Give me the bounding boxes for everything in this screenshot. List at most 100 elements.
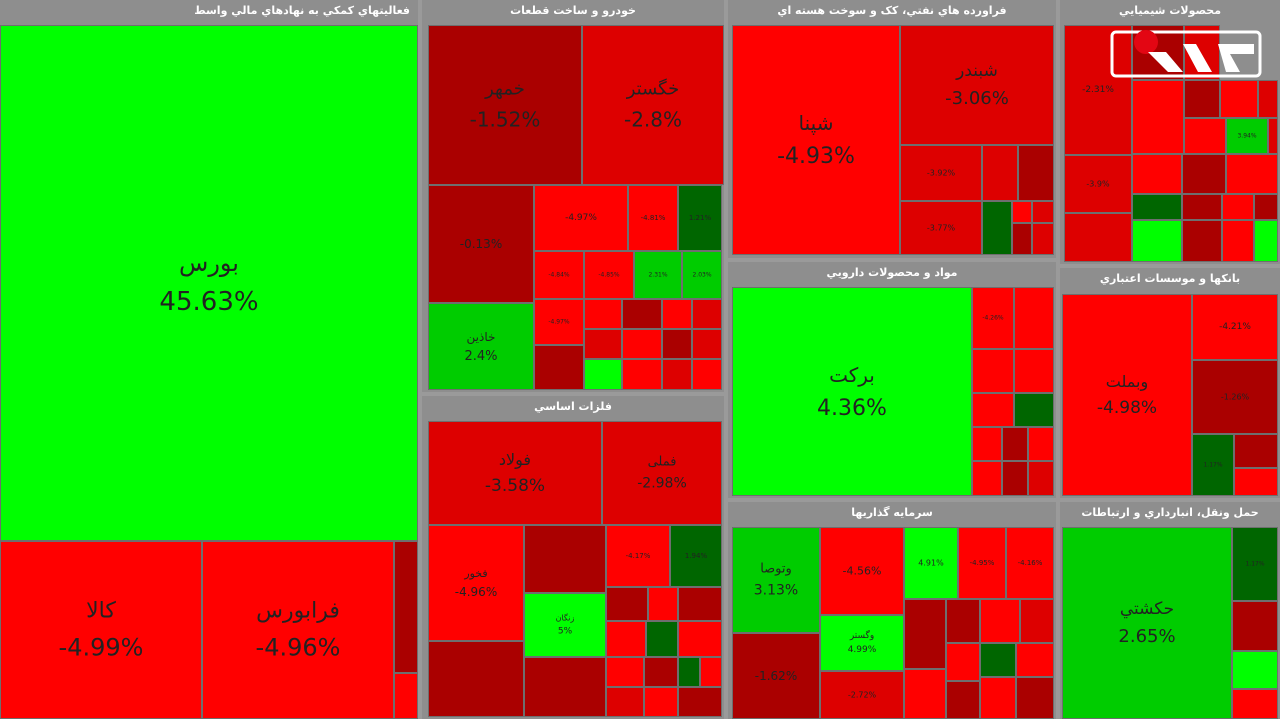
filler-tile <box>1032 223 1054 255</box>
stock-tile[interactable]: وگستر 4.99% <box>820 615 904 671</box>
filler-tile <box>662 329 692 359</box>
stock-label: -1.62% <box>733 669 819 683</box>
stock-tile[interactable]: فرابورس -4.96% <box>202 541 394 719</box>
stock-tile[interactable]: -3.92% <box>900 145 982 201</box>
stock-tile[interactable]: -4.21% <box>1192 294 1278 360</box>
filler-tile <box>1132 194 1182 220</box>
stock-label: -4.26% <box>973 315 1013 322</box>
stock-label: برکت 4.36% <box>733 363 971 421</box>
filler-tile <box>1234 468 1278 496</box>
filler-tile <box>524 657 606 717</box>
stock-tile[interactable]: -3.9% <box>1064 155 1132 213</box>
stock-tile[interactable]: خگستر -2.8% <box>582 25 724 185</box>
stock-tile[interactable]: خمهر -1.52% <box>428 25 582 185</box>
stock-tile[interactable]: -4.26% <box>972 287 1014 349</box>
filler-tile <box>584 359 622 390</box>
stock-tile[interactable]: -4.97% <box>534 299 584 345</box>
stock-tile[interactable]: 1.94% <box>670 525 722 587</box>
stock-label: فولاد -3.58% <box>429 450 601 496</box>
stock-tile[interactable]: کالا -4.99% <box>0 541 202 719</box>
stock-name: حکشتي <box>1119 599 1175 619</box>
filler-tile <box>972 461 1002 496</box>
stock-label: وگستر 4.99% <box>821 631 903 655</box>
filler-tile <box>622 299 662 329</box>
filler-tile <box>1222 220 1254 262</box>
filler-tile <box>972 349 1014 393</box>
stock-tile[interactable]: شپنا -4.93% <box>732 25 900 255</box>
filler-tile <box>904 669 946 719</box>
stock-label: -1.26% <box>1193 393 1277 402</box>
stock-tile[interactable]: وتوصا 3.13% <box>732 527 820 633</box>
stock-tile[interactable]: 1.17% <box>1232 527 1278 601</box>
stock-tile[interactable]: -4.85% <box>584 251 634 299</box>
stock-tile[interactable]: 1.17% <box>1192 434 1234 496</box>
filler-tile <box>1182 154 1226 194</box>
filler-tile <box>1014 287 1054 349</box>
stock-tile[interactable]: حکشتي 2.65% <box>1062 527 1232 719</box>
stock-tile[interactable]: -0.13% <box>428 185 534 303</box>
stock-tile[interactable]: بورس 45.63% <box>0 25 418 541</box>
stock-label: شبندر -3.06% <box>901 61 1053 109</box>
stock-tile[interactable]: 3.94% <box>1226 118 1268 154</box>
stock-label: -3.9% <box>1065 180 1131 189</box>
filler-tile <box>980 643 1016 677</box>
stock-tile[interactable]: شبندر -3.06% <box>900 25 1054 145</box>
sector-panel: فعالیتهاي کمکي به نهادهاي مالي واسط بورس 4… <box>0 0 418 719</box>
filler-tile <box>1016 643 1054 677</box>
filler-tile <box>692 329 722 359</box>
stock-tile[interactable]: -1.62% <box>732 633 820 719</box>
stock-label: خمهر -1.52% <box>429 79 581 132</box>
stock-tile[interactable]: -2.31% <box>1064 25 1132 155</box>
stock-tile[interactable]: -4.56% <box>820 527 904 615</box>
filler-tile <box>980 677 1016 719</box>
stock-label: خگستر -2.8% <box>583 79 723 132</box>
filler-tile <box>1028 461 1054 496</box>
stock-change: 4.91% <box>918 558 944 568</box>
stock-label: -4.97% <box>535 213 627 223</box>
stock-tile[interactable]: خاذین 2.4% <box>428 303 534 390</box>
stock-tile[interactable]: 1.21% <box>678 185 722 251</box>
stock-label: بورس 45.63% <box>1 249 417 317</box>
filler-tile <box>692 299 722 329</box>
stock-tile[interactable]: -4.97% <box>534 185 628 251</box>
stock-label: 2.03% <box>683 272 721 279</box>
filler-tile <box>1258 80 1278 118</box>
stock-tile[interactable]: فملی -2.98% <box>602 421 722 525</box>
stock-change: -2.31% <box>1082 85 1114 95</box>
stock-tile[interactable]: -1.26% <box>1192 360 1278 434</box>
stock-label: فملی -2.98% <box>603 455 721 492</box>
stock-tile[interactable]: -4.84% <box>534 251 584 299</box>
stock-tile[interactable]: 2.31% <box>634 251 682 299</box>
stock-change: -2.8% <box>623 107 683 132</box>
stock-tile[interactable]: برکت 4.36% <box>732 287 972 496</box>
filler-tile <box>946 643 980 681</box>
stock-label: فرابورس -4.96% <box>203 599 393 662</box>
stock-tile[interactable]: فخور -4.96% <box>428 525 524 641</box>
filler-tile <box>622 359 662 390</box>
stock-change: 3.94% <box>1237 132 1257 140</box>
stock-tile[interactable]: زنگان 5% <box>524 593 606 657</box>
stock-tile[interactable]: -4.16% <box>1006 527 1054 599</box>
stock-tile[interactable]: فولاد -3.58% <box>428 421 602 525</box>
stock-tile[interactable]: -4.81% <box>628 185 678 251</box>
stock-tile[interactable]: -2.72% <box>820 671 904 719</box>
stock-tile[interactable]: -4.17% <box>606 525 670 587</box>
filler-tile <box>1232 601 1278 651</box>
sector-title: مواد و محصولات دارويي <box>826 266 958 279</box>
stock-change: 45.63% <box>159 287 259 317</box>
stock-name: خمهر <box>485 78 525 100</box>
filler-tile <box>644 657 678 687</box>
stock-tile[interactable]: -3.77% <box>900 201 982 255</box>
stock-change: 2.03% <box>692 271 712 279</box>
stock-tile[interactable]: 2.03% <box>682 251 722 299</box>
filler-tile <box>678 687 722 717</box>
filler-tile <box>982 201 1012 255</box>
filler-tile <box>1254 194 1278 220</box>
filler-tile <box>1018 145 1054 201</box>
sector-panel: محصولات شيميايي -2.31% -3.9% 3.94% <box>1060 0 1280 264</box>
stock-tile[interactable]: وبملت -4.98% <box>1062 294 1192 496</box>
stock-tile[interactable]: -4.95% <box>958 527 1006 599</box>
stock-label: -2.31% <box>1065 85 1131 95</box>
stock-tile[interactable]: 4.91% <box>904 527 958 599</box>
stock-change: -4.93% <box>777 144 855 169</box>
